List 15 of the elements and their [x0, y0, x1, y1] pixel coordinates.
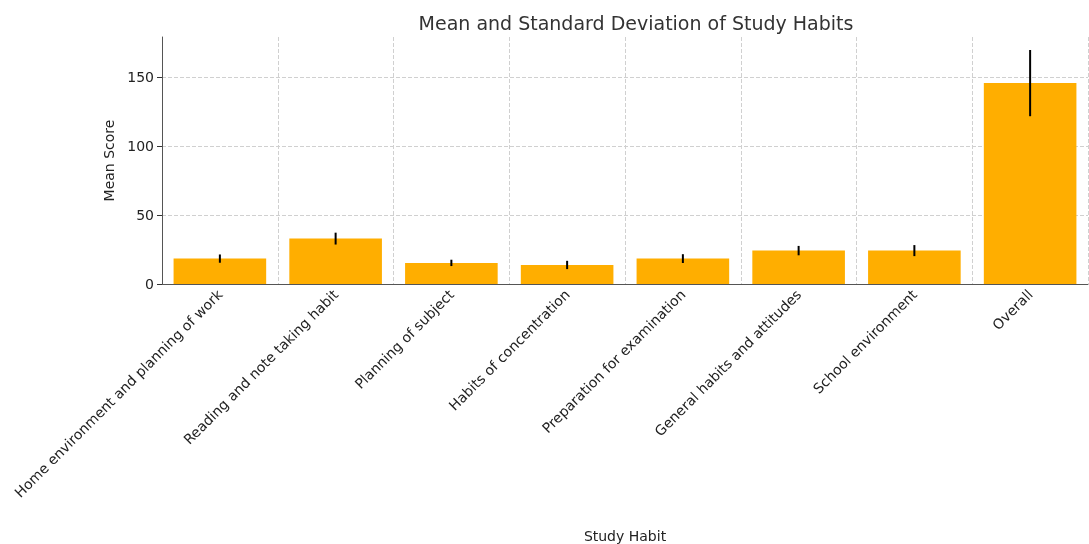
bar: [752, 250, 845, 284]
bar: [405, 262, 498, 284]
bar: [520, 264, 614, 284]
y-tick-label: 0: [145, 276, 154, 292]
bar: [868, 250, 961, 284]
y-tick-label: 50: [136, 207, 154, 224]
y-tick-label: 100: [127, 138, 154, 155]
bar: [636, 258, 730, 284]
bar: [289, 238, 382, 284]
y-tick-label: 150: [127, 69, 154, 86]
y-axis-title: Mean Score: [101, 119, 118, 202]
bar: [173, 258, 267, 284]
x-axis-title: Study Habit: [583, 528, 667, 544]
bar: [983, 83, 1077, 284]
chart-title: Mean and Standard Deviation of Study Habits: [418, 11, 854, 34]
